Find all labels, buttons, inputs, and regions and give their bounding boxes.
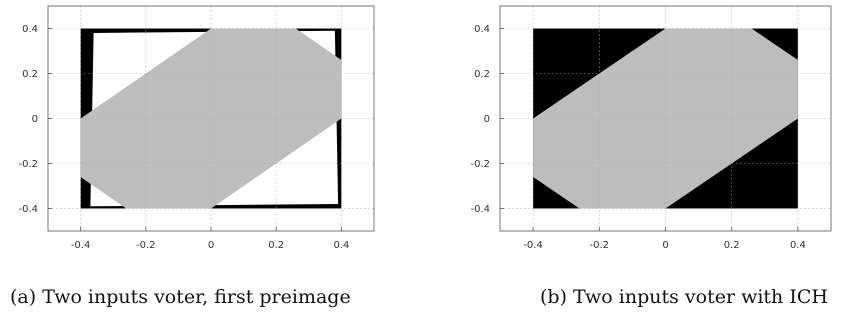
subfigure-b: -0.4 -0.2 0 0.2 0.4 0.4 0.2 0 -0.2 -0.4 (b) Two i…	[432, 0, 864, 324]
y-tick-label: 0.4	[22, 24, 38, 35]
y-tick-label: -0.4	[470, 204, 490, 215]
plot-b: -0.4 -0.2 0 0.2 0.4 0.4 0.2 0 -0.2 -0.4	[470, 5, 832, 251]
x-tick-label: -0.4	[71, 240, 91, 251]
caption-b: (b) Two inputs voter with ICH	[540, 286, 828, 308]
plot-a: -0.4 -0.2 0 0.2 0.4 0.4 0.2 0 -0.2 -0.4	[18, 5, 375, 251]
x-tick-label: -0.2	[590, 240, 610, 251]
caption-a: (a) Two inputs voter, first preimage	[10, 286, 351, 308]
subfigure-a: -0.4 -0.2 0 0.2 0.4 0.4 0.2 0 -0.2 -0.4 (a) Two i…	[10, 5, 375, 308]
x-tick-label: 0.4	[790, 240, 806, 251]
y-tick-label: -0.2	[18, 159, 38, 170]
y-tick-label: -0.4	[18, 204, 38, 215]
y-tick-label: 0	[32, 114, 38, 125]
y-tick-label: -0.2	[470, 159, 490, 170]
x-tick-label: 0.2	[724, 240, 740, 251]
x-tick-label: 0	[662, 240, 668, 251]
y-tick-label: 0.4	[474, 24, 490, 35]
x-tick-label: 0	[208, 240, 214, 251]
x-tick-label: -0.2	[136, 240, 156, 251]
y-tick-label: 0.2	[474, 69, 490, 80]
x-tick-label: 0.4	[333, 240, 349, 251]
y-tick-label: 0	[484, 114, 490, 125]
y-tick-label: 0.2	[22, 69, 38, 80]
x-tick-label: 0.2	[268, 240, 284, 251]
x-tick-label: -0.4	[523, 240, 543, 251]
